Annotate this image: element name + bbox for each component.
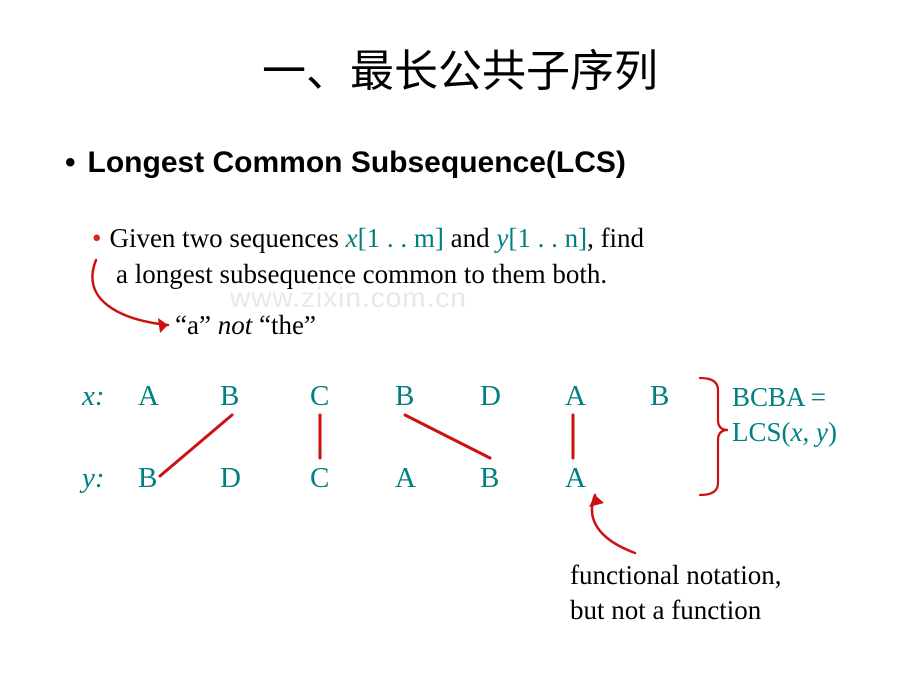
sequence-x-row: x: [82, 380, 105, 413]
seq-x-letter: B [395, 380, 414, 413]
slide-title: 一、最长公共子序列 [0, 0, 920, 99]
seq-x-letter: B [650, 380, 669, 413]
seq-x-letter: B [220, 380, 239, 413]
seq-y-label: y: [82, 462, 105, 494]
rhs-block: BCBA = LCS(x, y) [732, 380, 837, 450]
seq-x-letter: A [565, 380, 586, 413]
quote-a: “a” [175, 310, 218, 340]
rhs-lcs: LCS( [732, 417, 791, 447]
desc-p2: and [444, 223, 496, 253]
rhs-y: y [816, 417, 828, 447]
seq-x-letter: A [138, 380, 159, 413]
description-block: • Given two sequences x[1 . . m] and y[1 … [92, 220, 920, 293]
bullet-icon: • [65, 146, 76, 180]
subtitle-text: Longest Common Subsequence(LCS) [88, 146, 626, 179]
rhs-line1: BCBA = [732, 382, 826, 412]
desc-p3: , find [587, 223, 644, 253]
desc-p1: Given two sequences [109, 223, 345, 253]
seq-x-label: x: [82, 380, 105, 412]
seq-y-letter: B [480, 462, 499, 495]
fn-l1: functional notation, [570, 560, 781, 590]
desc-yrange: [1 . . n] [508, 223, 587, 253]
seq-x-letter: C [310, 380, 329, 413]
seq-y-letter: A [565, 462, 586, 495]
subtitle-row: • Longest Common Subsequence(LCS) [65, 146, 920, 180]
footnote-block: functional notation, but not a function [570, 558, 781, 628]
seq-y-letter: A [395, 462, 416, 495]
seq-y-letter: D [220, 462, 241, 495]
rhs-x: x [791, 417, 803, 447]
fn-l2: but not a function [570, 595, 761, 625]
rhs-sep: , [803, 417, 817, 447]
rhs-close: ) [828, 417, 837, 447]
desc-y: y [496, 223, 508, 253]
seq-y-letter: B [138, 462, 157, 495]
desc-xrange: [1 . . m] [358, 223, 444, 253]
quote-the: “the” [252, 310, 316, 340]
desc-x: x [346, 223, 358, 253]
red-bullet-icon: • [92, 223, 101, 253]
quote-line: “a” not “the” [175, 310, 316, 341]
seq-x-letter: D [480, 380, 501, 413]
sequence-y-row: y: [82, 462, 105, 495]
quote-not: not [218, 310, 253, 340]
seq-y-letter: C [310, 462, 329, 495]
overlay-svg [0, 0, 920, 690]
